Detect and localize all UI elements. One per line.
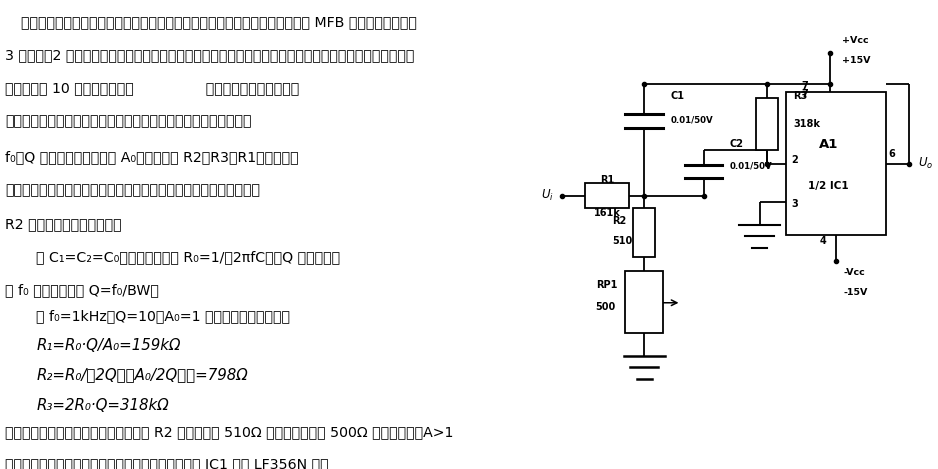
Text: 4: 4: [820, 236, 826, 246]
Text: 7: 7: [801, 82, 808, 91]
Text: 500: 500: [596, 302, 616, 312]
Text: R3: R3: [794, 91, 808, 101]
Text: R1: R1: [599, 175, 614, 185]
Text: 3: 3: [792, 198, 798, 209]
Text: 控制源式带通滤波器必须由两个运算放大器及多个电阻、电容构成，而本电路 MFB 式带通滤波器只需: 控制源式带通滤波器必须由两个运算放大器及多个电阻、电容构成，而本电路 MFB 式…: [22, 15, 417, 29]
Text: 0.01/50V: 0.01/50V: [670, 116, 713, 125]
Text: 电路应用时，为了调整频率偏差（主要是由电容误差引起的），可把: 电路应用时，为了调整频率偏差（主要是由电容误差引起的），可把: [6, 184, 261, 198]
Bar: [633, 207, 656, 257]
Text: R2: R2: [613, 216, 627, 227]
Text: $U_i$: $U_i$: [541, 188, 553, 203]
Text: 7: 7: [801, 90, 808, 99]
Bar: [756, 98, 779, 150]
Text: 作状态，所以输入、输出间相位反相。如果可变范围小、谐振频率: 作状态，所以输入、输出间相位反相。如果可变范围小、谐振频率: [6, 114, 252, 128]
Bar: [626, 271, 663, 333]
Text: R₁=R₀·Q/A₀=159kΩ: R₁=R₀·Q/A₀=159kΩ: [37, 338, 181, 353]
Text: 当 f₀=1kHz、Q=10、A₀=1 时，各电阻值分别为：: 当 f₀=1kHz、Q=10、A₀=1 时，各电阻值分别为：: [37, 310, 290, 323]
Text: 为了消除由于电容器引起的误差，电阻 R2 的构成是在 510Ω 固定电阻上串联 500Ω 的可变电阻。A>1: 为了消除由于电容器引起的误差，电阻 R2 的构成是在 510Ω 固定电阻上串联 …: [6, 425, 454, 439]
Text: 设 C₁=C₂=C₀，确定基准电阻 R₀=1/（2πfC），Q 等于中心频: 设 C₁=C₂=C₀，确定基准电阻 R₀=1/（2πfC），Q 等于中心频: [37, 250, 340, 264]
Text: RP1: RP1: [596, 280, 617, 290]
Text: 161k: 161k: [594, 208, 620, 219]
Text: 时，须注意运算放大器的开环特性。集成运算放大器 IC1 选用 LF356N 型。: 时，须注意运算放大器的开环特性。集成运算放大器 IC1 选用 LF356N 型。: [6, 457, 329, 469]
Text: f₀、Q 值的调整、通带增益 A₀分别取决于 R2、R3、R1。作为谐振: f₀、Q 值的调整、通带增益 A₀分别取决于 R2、R3、R1。作为谐振: [6, 151, 299, 165]
Text: $U_o$: $U_o$: [918, 156, 933, 171]
Text: +15V: +15V: [841, 56, 870, 65]
Text: +Vcc: +Vcc: [841, 36, 869, 45]
Text: 1/2 IC1: 1/2 IC1: [809, 181, 849, 191]
Bar: [633, 281, 656, 325]
Text: -15V: -15V: [843, 288, 868, 297]
Text: 倍数（最大 10 倍）。电路如图                集成运算放大器为反相工: 倍数（最大 10 倍）。电路如图 集成运算放大器为反相工: [6, 81, 299, 95]
Text: 0.01/50V: 0.01/50V: [730, 161, 772, 170]
Text: 6: 6: [888, 149, 895, 159]
Text: 2: 2: [792, 155, 798, 165]
Bar: [584, 183, 629, 208]
Text: 率 f₀ 除以带宽，即 Q=f₀/BW。: 率 f₀ 除以带宽，即 Q=f₀/BW。: [6, 283, 159, 297]
Text: 510: 510: [613, 236, 633, 246]
Text: C1: C1: [670, 91, 684, 101]
Text: R₃=2R₀·Q=318kΩ: R₃=2R₀·Q=318kΩ: [37, 398, 169, 413]
Text: A1: A1: [819, 137, 839, 151]
Text: 3 个电阻、2 个电容便可构成调谐电路，因而是一种简便的有源滤波器。此外，它还可以随意设定通带放大: 3 个电阻、2 个电容便可构成调谐电路，因而是一种简便的有源滤波器。此外，它还可…: [6, 48, 415, 62]
Text: R2 的一部分换成可变电阻。: R2 的一部分换成可变电阻。: [6, 217, 122, 231]
Text: 318k: 318k: [794, 119, 820, 129]
Text: -Vcc: -Vcc: [843, 268, 865, 278]
Text: R₂=R₀/［2Q－（A₀/2Q）］=798Ω: R₂=R₀/［2Q－（A₀/2Q）］=798Ω: [37, 368, 248, 383]
Bar: [786, 92, 886, 235]
Text: C2: C2: [730, 139, 744, 149]
